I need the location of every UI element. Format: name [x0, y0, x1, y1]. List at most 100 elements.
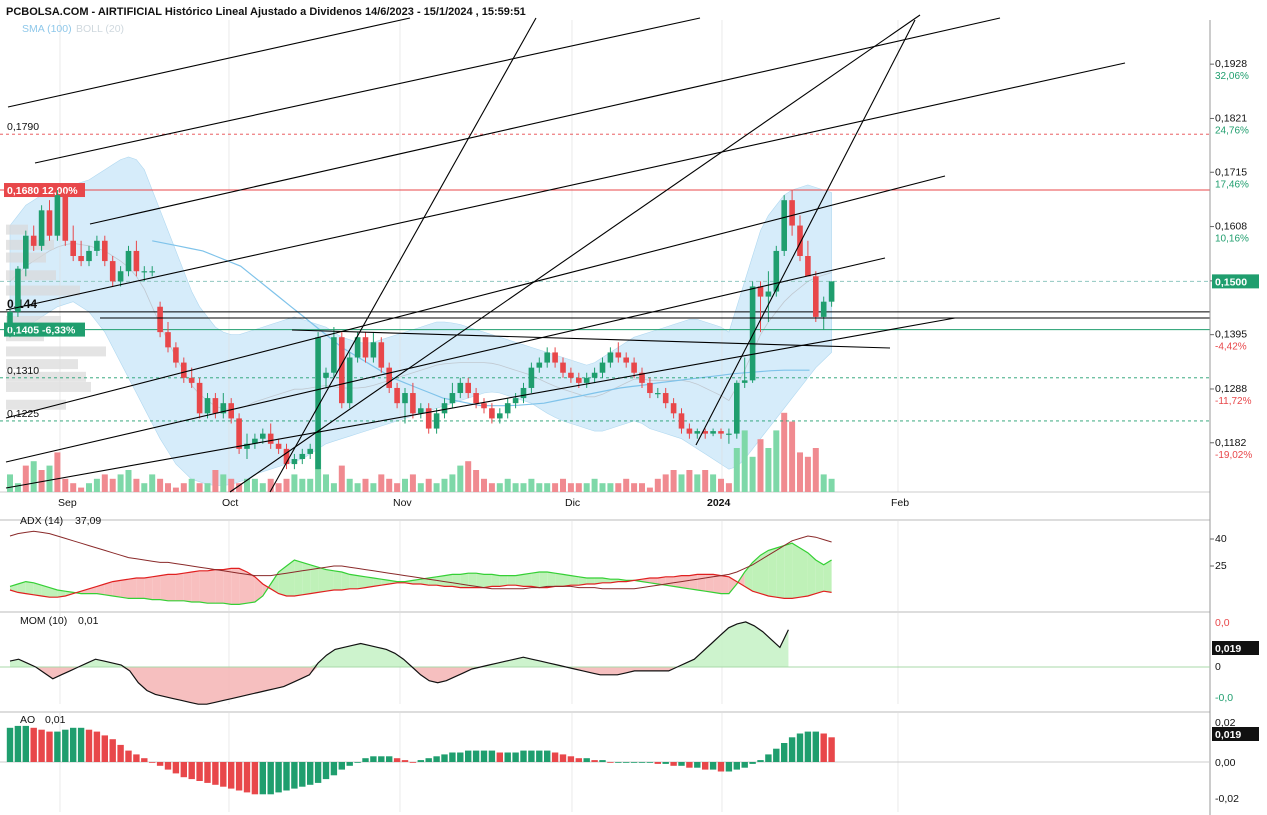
- volume-profile-bar: [6, 224, 28, 235]
- adx-panel: ADX (14) 37,09 40 25: [9, 515, 1227, 605]
- volume-bar: [591, 478, 598, 492]
- volume-bar: [512, 483, 519, 492]
- percent-label: 32,06%: [1215, 71, 1249, 82]
- candle-body: [710, 431, 716, 434]
- candle-body: [702, 431, 708, 434]
- level-label-box: [4, 322, 85, 337]
- mom-tick-label: -0,0: [1215, 692, 1233, 704]
- di-fill: [191, 570, 200, 602]
- candle-body: [457, 382, 464, 394]
- volume-bar: [14, 483, 21, 492]
- volume-bar: [465, 461, 472, 492]
- volume-bar: [165, 483, 171, 492]
- volume-bar: [362, 478, 369, 492]
- volume-bar: [504, 478, 511, 492]
- ao-bar: [686, 762, 693, 768]
- candle-body: [252, 438, 258, 444]
- candle-body: [718, 431, 724, 434]
- volume-bar: [220, 474, 227, 492]
- adx-line: [9, 530, 832, 590]
- ao-bar: [243, 762, 251, 793]
- trendline: [269, 17, 537, 493]
- ao-current-label: 0,019: [1215, 729, 1241, 741]
- trendline: [5, 62, 1126, 311]
- candle-body: [86, 250, 92, 262]
- percent-label: -11,72%: [1215, 396, 1252, 407]
- trendline: [5, 317, 956, 489]
- ao-bar: [204, 762, 211, 783]
- level-label: 0,1790: [7, 121, 39, 133]
- time-axis-label: Oct: [222, 497, 238, 509]
- ao-bar: [188, 762, 195, 780]
- volume-bar: [409, 474, 416, 492]
- di-fill: [136, 578, 145, 599]
- candle-body: [418, 408, 424, 414]
- volume-bar: [46, 465, 53, 492]
- volume-bar: [204, 483, 211, 492]
- trendline: [5, 175, 946, 419]
- volume-bar: [749, 456, 756, 492]
- di-fill: [128, 578, 137, 599]
- ao-bar: [259, 762, 266, 795]
- candle-body: [141, 271, 148, 273]
- candle-body: [78, 256, 84, 262]
- sma-indicator-label[interactable]: SMA (100): [22, 23, 72, 35]
- candle-body: [38, 210, 45, 246]
- volume-bar: [346, 478, 353, 492]
- candle-body: [741, 380, 748, 383]
- di-fill: [25, 581, 34, 595]
- current-price-box: [1212, 274, 1259, 289]
- level-label-box: [4, 183, 85, 198]
- percent-label: 10,16%: [1215, 234, 1249, 245]
- volume-profile-bar: [6, 381, 91, 392]
- candle-body: [576, 377, 582, 383]
- ao-bar: [228, 762, 235, 789]
- di-fill: [199, 570, 208, 604]
- volume-profile-bar: [6, 285, 80, 296]
- plus-di-line: [9, 542, 832, 605]
- candle-body: [94, 240, 100, 251]
- boll-indicator-label[interactable]: BOLL (20): [76, 23, 124, 35]
- level-label: 0,1680 12,00%: [7, 185, 78, 197]
- candle-body: [157, 306, 163, 333]
- di-fill: [444, 574, 453, 587]
- di-fill: [239, 568, 247, 605]
- candle-body: [370, 342, 377, 358]
- volume-profile-bar: [6, 371, 86, 382]
- ao-bar: [125, 750, 132, 762]
- ao-bar: [362, 758, 369, 762]
- volume-bar: [117, 474, 124, 492]
- ao-bar: [773, 748, 780, 762]
- time-axis-label: Dic: [565, 497, 580, 509]
- ao-bar: [149, 762, 156, 763]
- ao-bar: [709, 762, 717, 770]
- di-fill: [547, 572, 556, 588]
- ao-bar: [528, 750, 535, 762]
- ao-bar: [267, 762, 274, 795]
- price-tick-label: 0,1288: [1215, 383, 1247, 395]
- volume-bar: [338, 465, 345, 492]
- di-fill: [349, 574, 358, 589]
- di-fill: [341, 572, 350, 590]
- candle-body: [173, 347, 179, 363]
- di-fill: [168, 574, 176, 601]
- candle-body: [165, 332, 171, 348]
- ao-bar: [62, 729, 69, 762]
- candle-body: [331, 337, 337, 373]
- di-fill: [578, 576, 587, 586]
- candle-body: [354, 337, 361, 358]
- volume-bar: [804, 456, 811, 492]
- ao-bar: [544, 750, 551, 762]
- price-tick-label: 0,1928: [1215, 58, 1247, 70]
- di-fill: [697, 574, 706, 592]
- volume-bar: [386, 478, 393, 492]
- ao-bar: [788, 737, 796, 762]
- volume-bar: [536, 483, 543, 492]
- percent-label: 17,46%: [1215, 179, 1249, 190]
- volume-bar: [299, 478, 306, 492]
- candle-body: [536, 362, 543, 368]
- ao-bar: [425, 758, 432, 762]
- candle-body: [339, 337, 345, 404]
- di-fill: [468, 573, 477, 588]
- mom-negative-fill: [10, 667, 789, 705]
